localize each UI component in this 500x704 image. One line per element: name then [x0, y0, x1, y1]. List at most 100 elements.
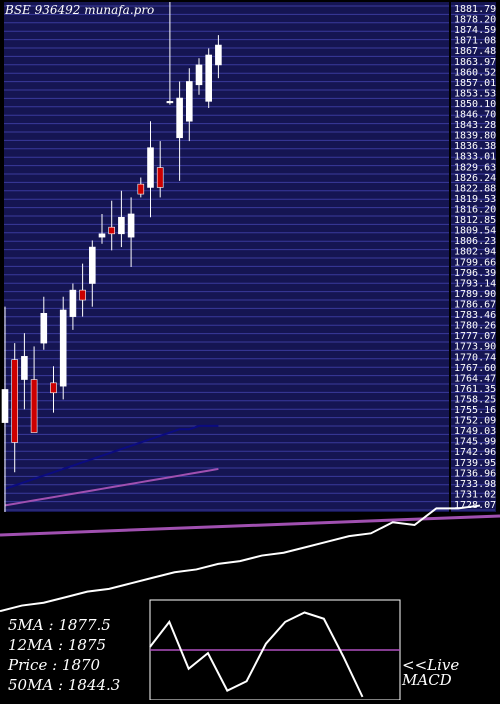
y-tick-label: 1764.47: [454, 373, 496, 384]
macd-line: [149, 611, 364, 698]
y-tick-label: 1767.60: [454, 363, 496, 374]
candle-body: [215, 44, 222, 66]
y-tick-label: 1752.09: [454, 416, 496, 427]
candle: [205, 48, 212, 108]
y-tick-label: 1846.70: [454, 110, 496, 121]
y-tick-label: 1755.16: [454, 405, 496, 416]
candle: [127, 197, 135, 267]
candle-body: [147, 147, 154, 188]
price-bands: [4, 2, 496, 512]
candle: [59, 296, 67, 400]
candle-body: [166, 101, 174, 104]
y-tick-label: 1829.63: [454, 162, 496, 173]
candle: [147, 121, 154, 218]
candle-body: [11, 359, 18, 443]
price-trend: [0, 504, 481, 613]
y-tick-label: 1789.90: [454, 289, 496, 300]
candle-body: [176, 97, 183, 139]
macd-label-line1: <<Live: [402, 656, 459, 674]
candle: [11, 343, 18, 473]
y-tick-label: 1733.98: [454, 479, 496, 490]
candle-body: [186, 81, 193, 122]
y-tick-label: 1839.80: [454, 131, 496, 142]
y-tick-label: 1786.67: [454, 299, 496, 310]
y-tick-label: 1793.14: [454, 278, 496, 289]
y-tick-label: 1770.74: [454, 352, 496, 363]
candle: [1, 306, 9, 512]
candle-body: [1, 389, 9, 423]
y-tick-label: 1773.90: [454, 342, 496, 353]
candle: [186, 68, 193, 142]
y-tick-label: 1809.54: [454, 226, 496, 237]
y-tick-label: 1850.10: [454, 99, 496, 110]
candle-body: [98, 233, 106, 238]
y-tick-label: 1761.35: [454, 384, 496, 395]
candle: [195, 58, 203, 95]
candle-body: [59, 309, 67, 387]
candle-body: [118, 216, 125, 235]
y-tick-label: 1860.52: [454, 67, 496, 78]
y-tick-label: 1731.02: [454, 489, 496, 500]
candle: [108, 200, 115, 251]
candle: [89, 240, 96, 307]
candle-body: [79, 289, 86, 301]
y-tick-label: 1853.53: [454, 88, 496, 99]
y-tick-label: 1783.46: [454, 310, 496, 321]
y-axis-ticks: 1881.791878.201874.591871.081867.481863.…: [454, 4, 496, 511]
candle-body: [21, 356, 28, 380]
macd-panel: [149, 599, 401, 701]
y-tick-label: 1836.38: [454, 141, 496, 152]
y-tick-label: 1881.79: [454, 4, 496, 15]
ma-line-50MA: [4, 467, 219, 507]
candle: [69, 283, 77, 330]
y-tick-label: 1802.94: [454, 247, 496, 258]
stat-50ma: 50MA : 1844.3: [8, 676, 120, 694]
y-tick-label: 1742.96: [454, 447, 496, 458]
watermark: BSE 936492 munafa.pro: [4, 3, 154, 17]
y-tick-label: 1843.28: [454, 120, 496, 131]
candle: [98, 213, 106, 244]
stat-price: Price : 1870: [7, 656, 101, 674]
candle-body: [137, 183, 145, 195]
candle: [156, 141, 164, 198]
y-tick-label: 1758.25: [454, 394, 496, 405]
y-tick-label: 1816.20: [454, 205, 496, 216]
candle: [215, 35, 222, 79]
stat-12ma: 12MA : 1875: [8, 636, 106, 654]
y-tick-label: 1799.66: [454, 257, 496, 268]
candle-body: [205, 54, 212, 102]
candle-body: [89, 246, 96, 284]
candle: [79, 263, 86, 317]
candles: [1, 2, 222, 512]
candle: [30, 346, 38, 433]
candle-body: [40, 312, 48, 344]
stats-box: 5MA : 1877.5 12MA : 1875 Price : 1870 50MA …: [7, 616, 120, 694]
y-tick-label: 1739.95: [454, 458, 496, 469]
candle-body: [127, 213, 135, 238]
y-tick-label: 1874.59: [454, 25, 496, 36]
y-tick-label: 1745.99: [454, 437, 496, 448]
candle: [137, 177, 145, 198]
y-tick-label: 1826.24: [454, 173, 496, 184]
ma-line-5MA: [4, 424, 219, 490]
candle-body: [195, 64, 203, 86]
candle-body: [156, 167, 164, 188]
y-tick-label: 1796.39: [454, 268, 496, 279]
candle-body: [108, 226, 115, 235]
y-tick-label: 1871.08: [454, 36, 496, 47]
candle-body: [30, 379, 38, 433]
candle-body: [69, 289, 77, 317]
candle: [21, 333, 28, 410]
y-tick-label: 1819.53: [454, 194, 496, 205]
candle: [40, 296, 48, 350]
macd-label-line2: MACD: [401, 671, 452, 689]
candle: [166, 2, 174, 105]
y-tick-label: 1806.23: [454, 236, 496, 247]
y-tick-label: 1777.07: [454, 331, 496, 342]
y-tick-label: 1822.88: [454, 183, 496, 194]
y-tick-label: 1867.48: [454, 46, 496, 57]
y-tick-label: 1857.01: [454, 78, 496, 89]
y-tick-label: 1780.26: [454, 321, 496, 332]
band-background: [4, 2, 496, 512]
